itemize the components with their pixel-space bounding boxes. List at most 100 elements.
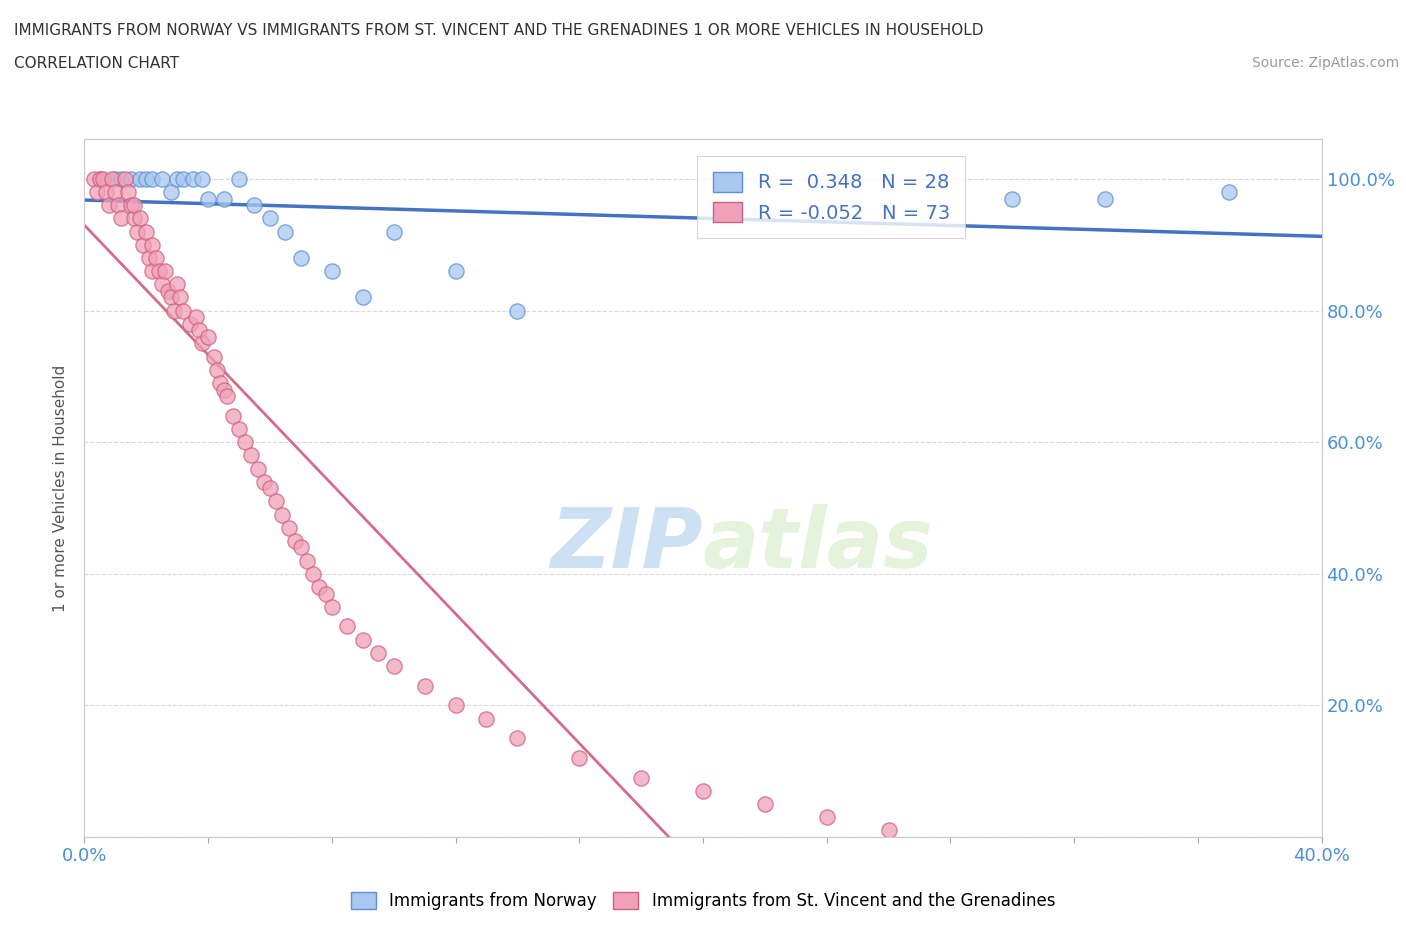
Point — [187, 323, 209, 338]
Point — [202, 349, 225, 364]
Point — [107, 198, 129, 213]
Point — [172, 171, 194, 186]
Point — [264, 494, 287, 509]
Point — [352, 632, 374, 647]
Point — [321, 264, 343, 279]
Point — [1001, 192, 1024, 206]
Point — [284, 534, 307, 549]
Point — [197, 192, 219, 206]
Point — [1218, 185, 1240, 200]
Point — [233, 434, 256, 449]
Point — [122, 211, 145, 226]
Point — [141, 264, 163, 279]
Point — [191, 336, 214, 351]
Point — [156, 284, 179, 299]
Y-axis label: 1 or more Vehicles in Household: 1 or more Vehicles in Household — [53, 365, 69, 612]
Point — [86, 185, 108, 200]
Point — [308, 579, 330, 594]
Point — [117, 185, 139, 200]
Legend: R =  0.348   N = 28, R = -0.052   N = 73: R = 0.348 N = 28, R = -0.052 N = 73 — [697, 156, 966, 238]
Text: ZIP: ZIP — [550, 503, 703, 585]
Point — [181, 171, 204, 186]
Point — [246, 461, 269, 476]
Point — [367, 645, 389, 660]
Point — [89, 171, 111, 186]
Point — [166, 171, 188, 186]
Point — [568, 751, 591, 765]
Point — [132, 237, 155, 252]
Point — [630, 770, 652, 785]
Point — [141, 171, 163, 186]
Point — [1094, 192, 1116, 206]
Point — [141, 237, 163, 252]
Point — [110, 171, 132, 186]
Point — [315, 586, 337, 601]
Point — [122, 198, 145, 213]
Point — [336, 619, 359, 634]
Point — [209, 376, 232, 391]
Point — [104, 185, 127, 200]
Point — [166, 277, 188, 292]
Point — [163, 303, 186, 318]
Point — [191, 171, 214, 186]
Point — [444, 264, 467, 279]
Point — [138, 250, 160, 265]
Point — [169, 290, 191, 305]
Point — [212, 382, 235, 397]
Point — [207, 363, 229, 378]
Point — [277, 520, 299, 535]
Point — [352, 290, 374, 305]
Point — [148, 264, 170, 279]
Point — [222, 408, 245, 423]
Point — [129, 211, 152, 226]
Point — [228, 171, 250, 186]
Point — [91, 171, 114, 186]
Point — [253, 474, 276, 489]
Point — [295, 553, 318, 568]
Point — [290, 540, 312, 555]
Point — [104, 171, 127, 186]
Point — [83, 171, 105, 186]
Point — [135, 224, 157, 239]
Text: CORRELATION CHART: CORRELATION CHART — [14, 56, 179, 71]
Point — [150, 171, 173, 186]
Point — [815, 810, 838, 825]
Point — [877, 823, 900, 838]
Point — [120, 198, 142, 213]
Point — [274, 224, 297, 239]
Point — [413, 678, 436, 693]
Text: Source: ZipAtlas.com: Source: ZipAtlas.com — [1251, 56, 1399, 70]
Point — [114, 171, 136, 186]
Point — [259, 211, 281, 226]
Point — [89, 171, 111, 186]
Point — [506, 303, 529, 318]
Point — [754, 797, 776, 812]
Text: IMMIGRANTS FROM NORWAY VS IMMIGRANTS FROM ST. VINCENT AND THE GRENADINES 1 OR MO: IMMIGRANTS FROM NORWAY VS IMMIGRANTS FRO… — [14, 23, 984, 38]
Point — [135, 171, 157, 186]
Text: atlas: atlas — [703, 503, 934, 585]
Point — [150, 277, 173, 292]
Point — [692, 783, 714, 798]
Point — [145, 250, 167, 265]
Point — [125, 224, 148, 239]
Legend: Immigrants from Norway, Immigrants from St. Vincent and the Grenadines: Immigrants from Norway, Immigrants from … — [344, 885, 1062, 917]
Point — [98, 198, 121, 213]
Point — [120, 171, 142, 186]
Point — [259, 481, 281, 496]
Point — [212, 192, 235, 206]
Point — [172, 303, 194, 318]
Point — [94, 185, 117, 200]
Point — [110, 211, 132, 226]
Point — [302, 566, 325, 581]
Point — [243, 198, 266, 213]
Point — [506, 731, 529, 746]
Point — [240, 448, 263, 463]
Point — [153, 264, 176, 279]
Point — [271, 507, 294, 522]
Point — [179, 316, 201, 331]
Point — [321, 599, 343, 614]
Point — [160, 185, 183, 200]
Point — [475, 711, 498, 726]
Point — [290, 250, 312, 265]
Point — [382, 658, 405, 673]
